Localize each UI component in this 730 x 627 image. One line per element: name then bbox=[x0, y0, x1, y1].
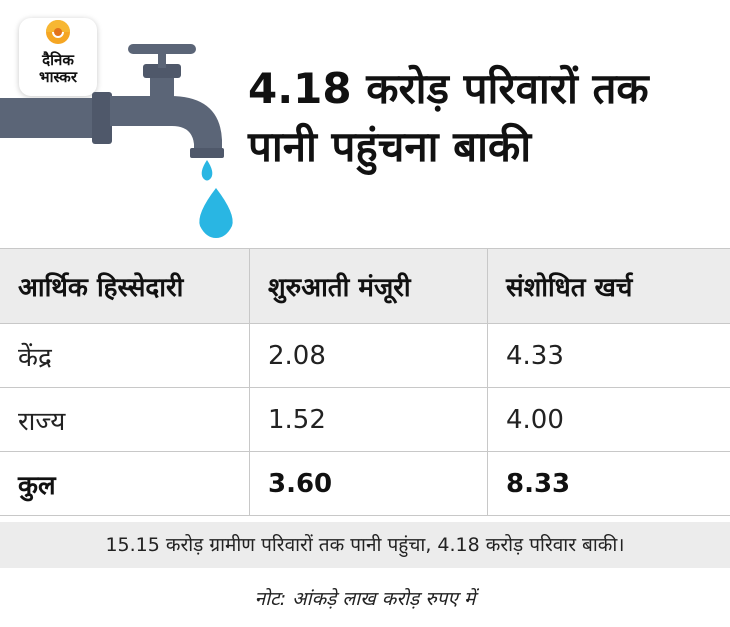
page-title: 4.18 करोड़ परिवारों तक पानी पहुंचना बाकी bbox=[248, 60, 718, 176]
logo-text-line1: दैनिक bbox=[42, 51, 74, 69]
logo-text-line2: भास्कर bbox=[39, 68, 77, 86]
sun-logo-icon bbox=[46, 20, 70, 44]
cell-revised: 4.00 bbox=[487, 387, 730, 452]
data-table: आर्थिक हिस्सेदारी शुरुआती मंजूरी संशोधित… bbox=[0, 248, 730, 516]
row-label: केंद्र bbox=[0, 323, 250, 388]
units-note: नोट: आंकड़े लाख करोड़ रुपए में bbox=[254, 588, 476, 610]
table-row: केंद्र 2.08 4.33 bbox=[0, 323, 730, 388]
dainik-bhaskar-logo: दैनिक भास्कर bbox=[19, 18, 97, 96]
summary-note: 15.15 करोड़ ग्रामीण परिवारों तक पानी पहु… bbox=[0, 522, 730, 568]
table-row-total: कुल 3.60 8.33 bbox=[0, 451, 730, 516]
col-header-initial: शुरुआती मंजूरी bbox=[249, 248, 488, 324]
col-header-share: आर्थिक हिस्सेदारी bbox=[0, 248, 250, 324]
cell-revised: 4.33 bbox=[487, 323, 730, 388]
table-row: राज्य 1.52 4.00 bbox=[0, 387, 730, 452]
cell-initial: 3.60 bbox=[249, 451, 488, 516]
table-header-row: आर्थिक हिस्सेदारी शुरुआती मंजूरी संशोधित… bbox=[0, 248, 730, 324]
cell-initial: 2.08 bbox=[249, 323, 488, 388]
title-line1: 4.18 करोड़ परिवारों तक bbox=[248, 64, 649, 113]
cell-initial: 1.52 bbox=[249, 387, 488, 452]
row-label: राज्य bbox=[0, 387, 250, 452]
row-label: कुल bbox=[0, 451, 250, 516]
water-tap-icon bbox=[0, 44, 233, 238]
col-header-revised: संशोधित खर्च bbox=[487, 248, 730, 324]
title-line2: पानी पहुंचना बाकी bbox=[248, 122, 532, 171]
cell-revised: 8.33 bbox=[487, 451, 730, 516]
